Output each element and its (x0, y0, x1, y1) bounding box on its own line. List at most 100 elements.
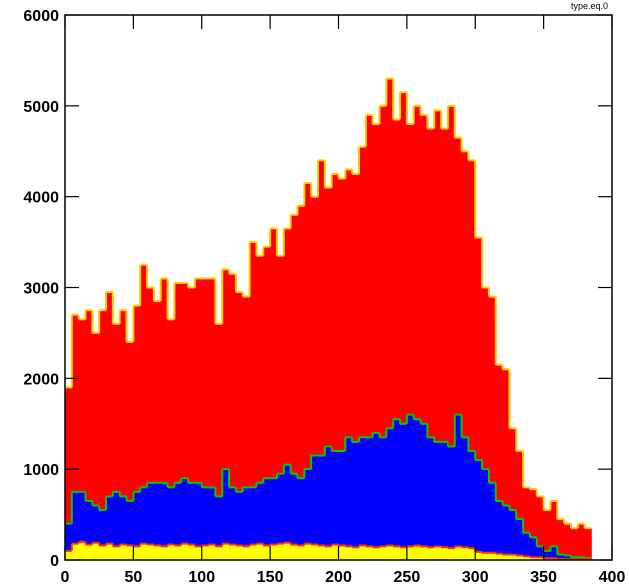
bar (372, 547, 380, 560)
bar (270, 544, 278, 560)
bar (249, 544, 257, 560)
bar (352, 173, 360, 561)
bar (331, 451, 339, 560)
bar (215, 496, 223, 560)
bar (133, 491, 141, 560)
bar (290, 473, 298, 560)
bar (126, 545, 134, 560)
y-tick-label: 4000 (23, 190, 59, 207)
bar (406, 124, 415, 560)
y-tick-label: 6000 (23, 8, 59, 25)
bar (174, 282, 182, 560)
bar (495, 364, 503, 560)
x-tick-label: 250 (394, 569, 421, 586)
x-tick-label: 400 (599, 569, 626, 586)
bar (126, 500, 134, 560)
bar (290, 544, 298, 560)
bar (160, 546, 168, 560)
bar (256, 255, 264, 561)
bar (365, 437, 373, 560)
bar (482, 469, 490, 560)
bar (482, 287, 490, 560)
bar (420, 546, 428, 560)
bar (434, 546, 442, 560)
bar (386, 428, 394, 560)
bar (85, 544, 93, 560)
bar (78, 319, 86, 560)
bar (454, 546, 462, 560)
bar (468, 451, 476, 560)
bar (181, 478, 189, 560)
bar (65, 387, 73, 560)
bar (509, 510, 517, 560)
bar (194, 482, 203, 560)
bar (516, 451, 524, 560)
bar (564, 523, 572, 560)
bar (99, 545, 107, 560)
bar (297, 478, 305, 560)
bar (276, 255, 285, 561)
bar (256, 482, 264, 560)
bar (256, 543, 264, 560)
bar (229, 487, 237, 560)
bar (215, 323, 223, 560)
bar (441, 128, 449, 560)
bar (570, 528, 579, 560)
bar (317, 455, 326, 560)
bar (488, 296, 497, 560)
bar (400, 423, 408, 560)
bar (543, 550, 551, 560)
y-tick-label: 5000 (23, 99, 59, 116)
bar (461, 151, 469, 560)
bar (304, 543, 312, 560)
bar (133, 305, 141, 560)
bar (160, 482, 168, 560)
bar (393, 419, 401, 560)
bar (71, 543, 79, 560)
bar (153, 545, 162, 560)
bar (379, 105, 387, 560)
bar (242, 296, 250, 560)
x-tick-label: 300 (462, 569, 489, 586)
bar (420, 423, 428, 560)
bar (338, 545, 346, 560)
bar (413, 105, 421, 560)
x-tick-label: 150 (257, 569, 284, 586)
bar (447, 548, 456, 560)
bar (99, 510, 107, 560)
bar (235, 545, 244, 560)
bar (386, 545, 394, 560)
bar (194, 546, 203, 560)
bar (112, 491, 120, 560)
bar (324, 187, 332, 561)
bar (447, 105, 456, 560)
bar (379, 437, 387, 560)
bar (188, 544, 196, 560)
bar (345, 437, 353, 560)
bar (338, 451, 346, 560)
bar (564, 555, 572, 560)
bar (406, 546, 415, 560)
x-tick-label: 0 (61, 569, 70, 586)
bar (311, 455, 319, 560)
bar (536, 557, 544, 560)
bar (372, 124, 380, 560)
bar (413, 419, 421, 560)
bar (126, 342, 134, 560)
bar (427, 547, 435, 560)
bar (304, 183, 312, 560)
bar (550, 500, 558, 560)
bar (119, 496, 127, 560)
bar (78, 491, 86, 560)
bar (160, 278, 168, 560)
bar (112, 546, 120, 560)
bar (242, 546, 250, 560)
bar (140, 264, 148, 560)
bar (297, 205, 305, 560)
bar (92, 505, 100, 560)
bar (461, 547, 469, 560)
bar (263, 545, 271, 560)
bar (263, 478, 271, 560)
bar (502, 369, 510, 560)
